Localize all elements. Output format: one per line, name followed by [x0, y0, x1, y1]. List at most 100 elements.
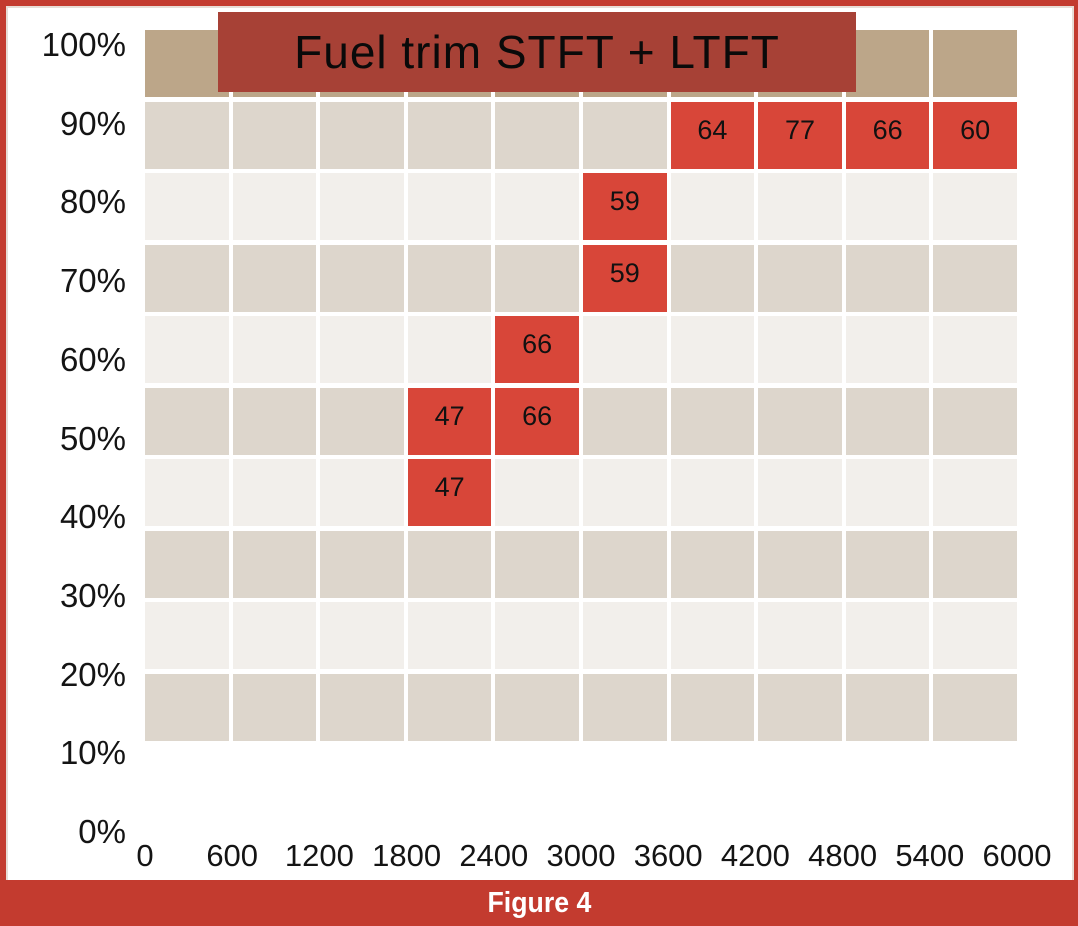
grid-cell — [758, 387, 842, 455]
grid-cell — [145, 101, 229, 169]
grid-cell — [320, 387, 404, 455]
y-tick-label: 70% — [59, 262, 126, 300]
grid-cell — [232, 316, 317, 383]
grid-cell — [670, 173, 755, 240]
x-tick-label: 1800 — [372, 838, 442, 873]
value-cell: 64 — [670, 101, 755, 169]
y-tick-label: 60% — [59, 340, 126, 378]
grid-cell — [845, 244, 930, 312]
grid-cell — [495, 602, 579, 669]
grid-cell — [145, 316, 229, 383]
grid-cell — [320, 602, 404, 669]
value-cell: 66 — [495, 316, 579, 383]
grid-cell — [933, 387, 1017, 455]
x-tick-label: 4200 — [720, 838, 790, 873]
grid-cell — [758, 173, 842, 240]
grid-cell — [320, 459, 404, 526]
grid-cell — [758, 530, 842, 598]
grid-cell — [670, 387, 755, 455]
grid-cell — [145, 30, 229, 97]
grid-cell — [933, 30, 1017, 97]
grid-cell — [232, 530, 317, 598]
grid-cell — [407, 244, 492, 312]
grid-cell — [232, 459, 317, 526]
grid-cell — [320, 101, 404, 169]
grid-cell — [582, 602, 667, 669]
grid-cell — [582, 459, 667, 526]
x-tick-label: 4800 — [808, 838, 878, 873]
grid-cell — [320, 244, 404, 312]
grid-cell — [845, 316, 930, 383]
grid-cell — [670, 530, 755, 598]
grid-cell — [758, 244, 842, 312]
y-tick-label: 40% — [59, 498, 126, 536]
grid-cell — [670, 316, 755, 383]
grid-cell — [145, 673, 229, 741]
chart-panel: 100% 90% 80% 70% 60% 50% 40% 30% 20% 10% 0% 64 77 66… — [8, 8, 1072, 880]
grid-cell — [145, 602, 229, 669]
grid-cell — [758, 316, 842, 383]
grid-cell — [407, 602, 492, 669]
x-tick-label: 0 — [136, 838, 154, 873]
x-tick-label: 600 — [206, 838, 259, 873]
grid-cell — [232, 244, 317, 312]
grid-cell — [495, 244, 579, 312]
grid-cell — [582, 101, 667, 169]
y-tick-label: 90% — [59, 104, 126, 142]
grid-cell — [145, 459, 229, 526]
value-cell: 66 — [845, 101, 930, 169]
grid-cell — [670, 244, 755, 312]
grid-cell — [495, 530, 579, 598]
grid-cell — [407, 101, 492, 169]
heatmap-grid: 64 77 66 60 59 59 66 47 66 47 — [145, 30, 1017, 741]
x-tick-label: 3000 — [546, 838, 616, 873]
x-tick-label: 2400 — [459, 838, 529, 873]
grid-cell — [933, 459, 1017, 526]
grid-cell — [758, 459, 842, 526]
grid-cell — [933, 316, 1017, 383]
value-cell: 59 — [582, 173, 667, 240]
y-tick-label: 80% — [59, 183, 126, 221]
value-cell: 66 — [495, 387, 579, 455]
grid-cell — [145, 387, 229, 455]
grid-cell — [495, 673, 579, 741]
grid-cell — [933, 602, 1017, 669]
grid-cell — [933, 244, 1017, 312]
grid-cell — [145, 173, 229, 240]
y-tick-label: 10% — [59, 734, 126, 772]
grid-cell — [758, 602, 842, 669]
grid-cell — [232, 387, 317, 455]
value-cell: 59 — [582, 244, 667, 312]
grid-cell — [407, 530, 492, 598]
grid-cell — [582, 530, 667, 598]
chart-title-banner: Fuel trim STFT + LTFT — [218, 12, 856, 92]
grid-cell — [670, 459, 755, 526]
grid-cell — [845, 387, 930, 455]
value-cell: 77 — [758, 101, 842, 169]
grid-cell — [933, 673, 1017, 741]
x-tick-label: 6000 — [982, 838, 1052, 873]
grid-cell — [320, 316, 404, 383]
grid-cell — [407, 673, 492, 741]
figure-caption: Figure 4 — [487, 886, 591, 919]
y-tick-label: 30% — [59, 576, 126, 614]
grid-cell — [407, 316, 492, 383]
grid-cell — [232, 173, 317, 240]
value-cell: 60 — [933, 101, 1017, 169]
grid-cell — [582, 387, 667, 455]
grid-cell — [933, 530, 1017, 598]
grid-cell — [320, 530, 404, 598]
grid-cell — [845, 30, 930, 97]
value-cell: 47 — [407, 459, 492, 526]
grid-cell — [582, 673, 667, 741]
grid-cell — [232, 673, 317, 741]
grid-cell — [933, 173, 1017, 240]
grid-cell — [495, 101, 579, 169]
grid-cell — [145, 244, 229, 312]
chart-title: Fuel trim STFT + LTFT — [294, 26, 780, 78]
x-tick-label: 1200 — [284, 838, 354, 873]
grid-cell — [407, 173, 492, 240]
grid-cell — [495, 173, 579, 240]
grid-cell — [758, 673, 842, 741]
